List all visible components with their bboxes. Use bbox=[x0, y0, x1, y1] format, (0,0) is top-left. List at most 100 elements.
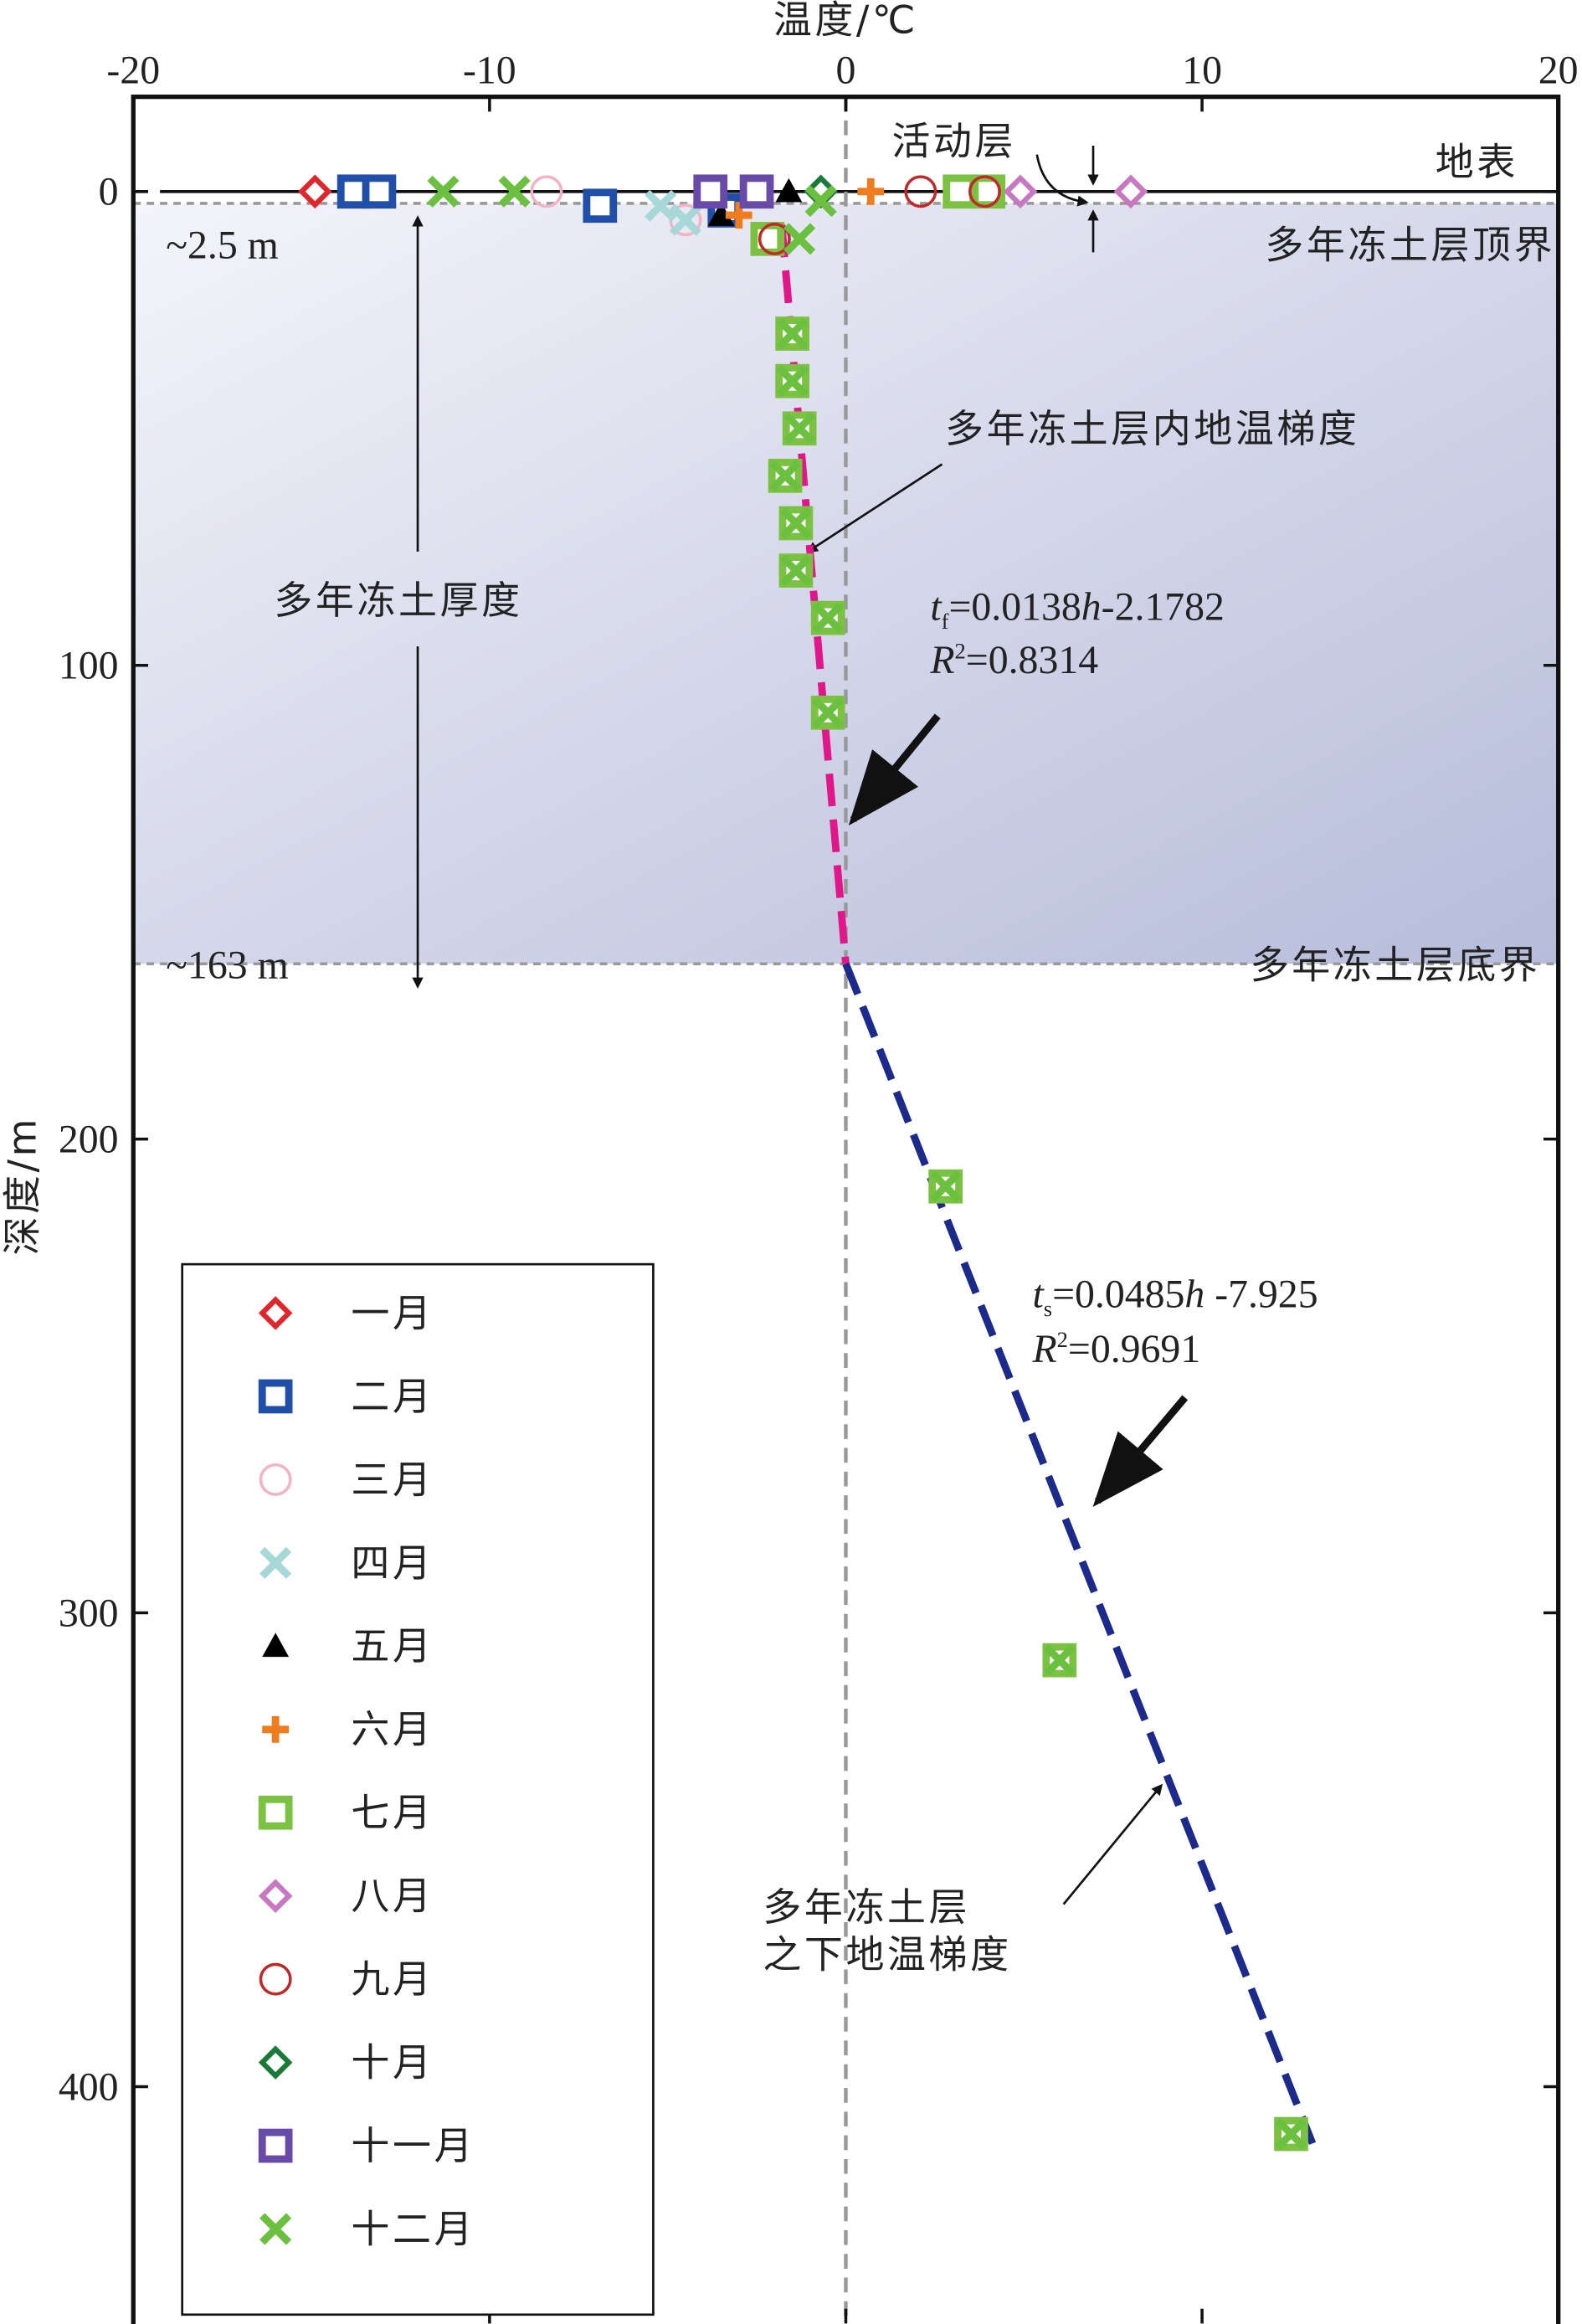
annotation: 活动层 bbox=[891, 119, 1016, 164]
marker-shape bbox=[258, 2045, 293, 2080]
marker-shape bbox=[775, 177, 803, 203]
annotation: 地表 bbox=[1436, 139, 1518, 184]
marker-shape bbox=[498, 175, 531, 208]
marker-shape bbox=[298, 174, 332, 209]
y-tick-label: 400 bbox=[59, 2064, 119, 2109]
arrow bbox=[1035, 154, 1089, 207]
marker-shape bbox=[1043, 1644, 1076, 1677]
legend-marker bbox=[258, 1296, 293, 1330]
legend-label: 六月 bbox=[351, 1707, 434, 1752]
marker-shape bbox=[779, 506, 812, 539]
point bbox=[739, 174, 774, 209]
marker-shape bbox=[929, 1170, 962, 1203]
legend-label: 一月 bbox=[351, 1290, 434, 1335]
marker-shape bbox=[1275, 2118, 1307, 2151]
marker-shape bbox=[804, 185, 837, 218]
marker-shape bbox=[1113, 174, 1148, 209]
marker-shape bbox=[776, 365, 809, 398]
arrow bbox=[848, 713, 941, 826]
point bbox=[725, 202, 752, 229]
marker-shape bbox=[968, 175, 1001, 208]
legend-label: 十月 bbox=[351, 2040, 434, 2085]
annotation: ~163 m bbox=[166, 943, 289, 988]
point bbox=[812, 602, 845, 635]
marker-shape bbox=[750, 222, 785, 256]
legend-label: 二月 bbox=[351, 1374, 434, 1419]
marker-shape bbox=[258, 1795, 293, 1830]
equation: R2=0.9691 bbox=[1031, 1327, 1200, 1371]
legend-label: 十二月 bbox=[351, 2206, 475, 2251]
point bbox=[707, 202, 735, 226]
y-axis-title: 深度/m bbox=[0, 1116, 44, 1255]
legend-marker bbox=[258, 2045, 293, 2080]
x-tick-label: 20 bbox=[1538, 49, 1579, 93]
point bbox=[530, 175, 563, 208]
arrow bbox=[1092, 1395, 1189, 1508]
point bbox=[968, 175, 1001, 208]
marker-shape bbox=[693, 174, 728, 209]
point bbox=[1003, 174, 1038, 209]
annotation: 之下地温梯度 bbox=[763, 1932, 1011, 1977]
marker-shape bbox=[776, 317, 809, 350]
legend-marker bbox=[258, 1795, 293, 1830]
y-tick-label: 0 bbox=[99, 170, 119, 214]
legend-label: 七月 bbox=[351, 1790, 434, 1835]
marker-shape bbox=[259, 1546, 292, 1579]
point bbox=[783, 412, 816, 445]
marker-shape bbox=[725, 202, 752, 229]
annotation: 多年冻土层顶界 bbox=[1265, 223, 1555, 268]
legend-marker bbox=[258, 1379, 293, 1414]
marker-shape bbox=[362, 174, 397, 209]
annotation: 多年冻土层内地温梯度 bbox=[945, 406, 1359, 451]
legend-label: 十一月 bbox=[351, 2123, 475, 2168]
marker-shape bbox=[259, 1962, 292, 1996]
legend-marker bbox=[258, 2128, 293, 2163]
legend-marker bbox=[259, 2213, 292, 2245]
point bbox=[1113, 174, 1148, 209]
legend-marker bbox=[262, 1632, 290, 1658]
point bbox=[776, 365, 809, 398]
point bbox=[362, 174, 397, 209]
point bbox=[427, 175, 460, 208]
equation: ts=0.0485h -7.925 bbox=[1032, 1272, 1317, 1321]
point bbox=[804, 185, 837, 218]
legend-marker bbox=[259, 1463, 292, 1496]
point bbox=[776, 317, 809, 350]
marker-shape bbox=[258, 1879, 293, 1913]
point bbox=[298, 174, 332, 209]
y-tick-label: 300 bbox=[59, 1591, 119, 1635]
annotation: 多年冻土厚度 bbox=[274, 578, 522, 623]
point bbox=[857, 177, 885, 205]
marker-shape bbox=[669, 203, 702, 236]
legend-label: 五月 bbox=[351, 1623, 434, 1668]
legend-label: 九月 bbox=[351, 1956, 434, 2002]
y-tick-label: 100 bbox=[59, 644, 119, 688]
legend-marker bbox=[262, 1715, 290, 1743]
marker-shape bbox=[769, 460, 802, 492]
annotation: 多年冻土层 bbox=[763, 1884, 970, 1930]
marker-shape bbox=[262, 1632, 290, 1658]
marker-shape bbox=[779, 554, 812, 587]
x-tick-label: -10 bbox=[463, 49, 516, 93]
legend-label: 八月 bbox=[351, 1874, 434, 1919]
marker-shape bbox=[259, 2213, 292, 2245]
equation: tf=0.0138h-2.1782 bbox=[930, 584, 1225, 634]
marker-shape bbox=[259, 1463, 292, 1496]
legend-marker bbox=[259, 1546, 292, 1579]
marker-shape bbox=[739, 174, 774, 209]
marker-shape bbox=[530, 175, 563, 208]
point bbox=[1275, 2118, 1307, 2151]
point bbox=[1043, 1644, 1076, 1677]
equation: R2=0.8314 bbox=[929, 638, 1098, 682]
point bbox=[645, 189, 677, 222]
y-tick-label: 200 bbox=[59, 1118, 119, 1162]
marker-shape bbox=[262, 1715, 290, 1743]
marker-shape bbox=[1003, 174, 1038, 209]
marker-shape bbox=[258, 1296, 293, 1330]
point bbox=[758, 222, 791, 255]
point bbox=[779, 554, 812, 587]
point bbox=[904, 175, 937, 208]
